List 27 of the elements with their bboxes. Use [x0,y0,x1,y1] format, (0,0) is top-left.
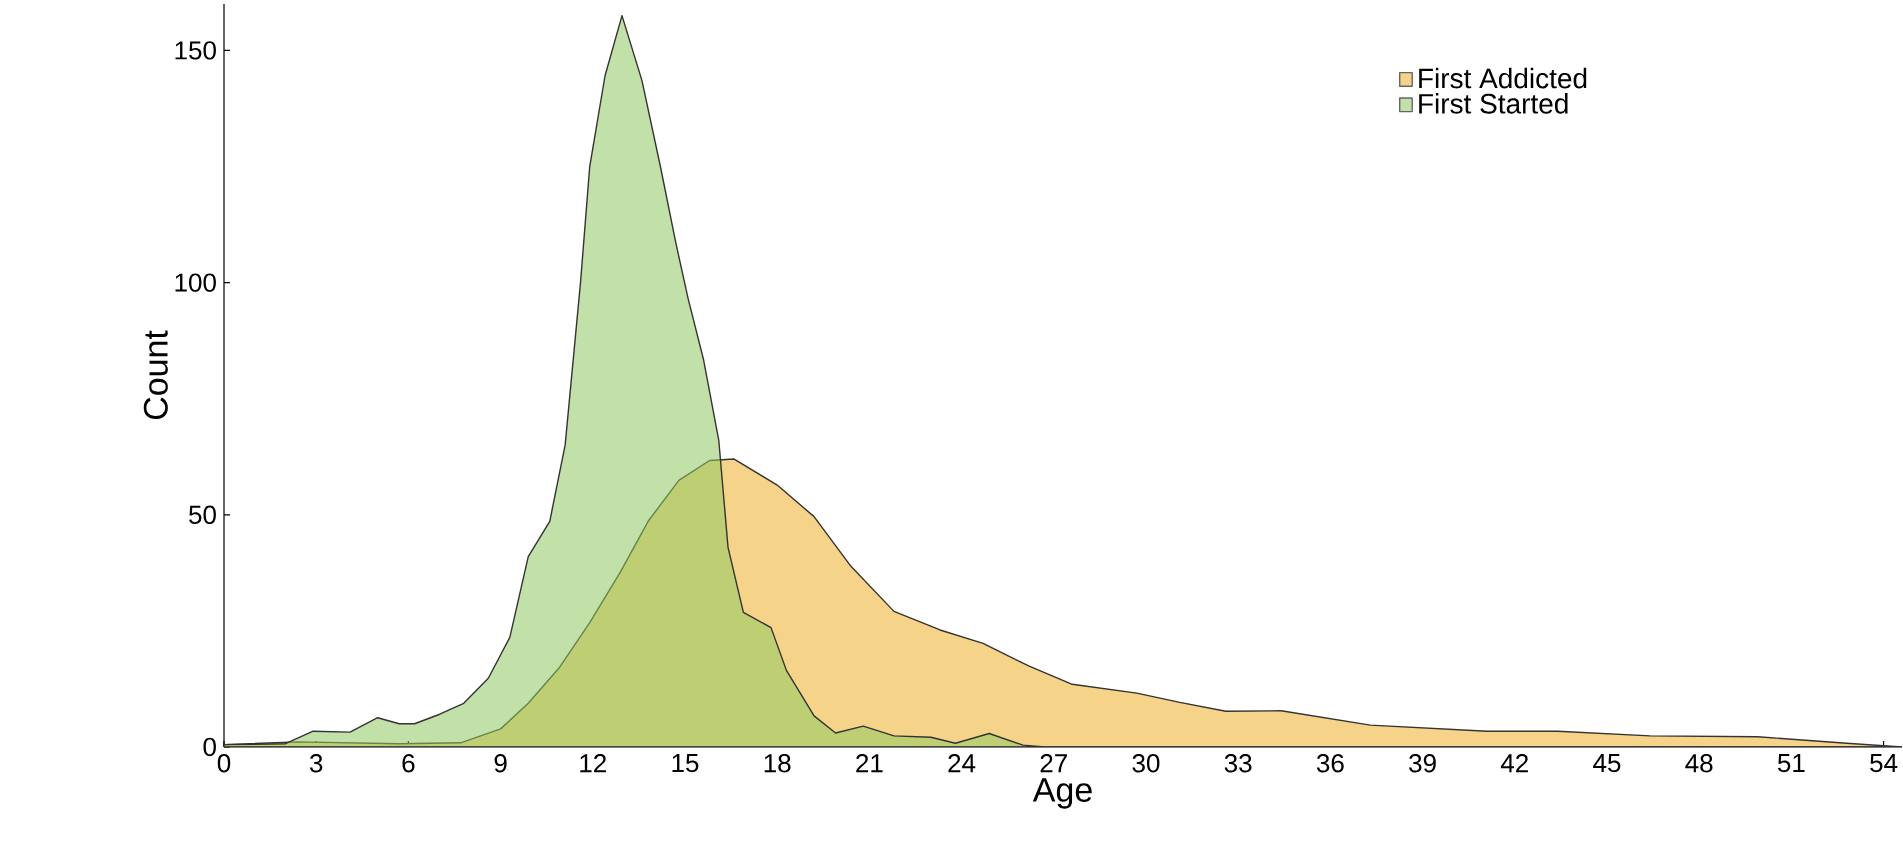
y-tick-label: 150 [175,41,216,60]
x-tick-label: 36 [1316,754,1344,773]
y-axis-title: Count [143,330,168,420]
y-tick-label: 0 [203,737,216,757]
x-tick-label: 48 [1685,754,1713,773]
y-tick-label: 100 [175,273,216,292]
x-tick-label: 24 [948,754,976,773]
x-tick-label: 6 [402,754,415,773]
x-tick-label: 3 [309,754,323,773]
x-tick-label: 18 [764,754,791,773]
x-tick-label: 12 [580,754,606,773]
y-tick-label: 50 [189,505,216,524]
x-tick-label: 39 [1409,754,1436,773]
legend-label: First Started [1419,93,1568,114]
x-tick-label: 15 [672,754,699,773]
x-tick-label: 9 [494,754,507,773]
x-axis-title: Age [1032,778,1092,809]
legend-label: First Addicted [1419,67,1587,89]
x-tick-label: 21 [856,754,883,773]
x-tick-label: 54 [1870,754,1898,773]
x-tick-label: 45 [1593,754,1621,773]
x-tick-label: 30 [1132,754,1160,773]
x-tick-label: 0 [217,754,231,773]
x-tick-label: 33 [1224,754,1252,773]
x-tick-label: 42 [1500,754,1528,773]
x-tick-label: 51 [1777,754,1805,773]
x-tick-label: 27 [1040,754,1067,773]
